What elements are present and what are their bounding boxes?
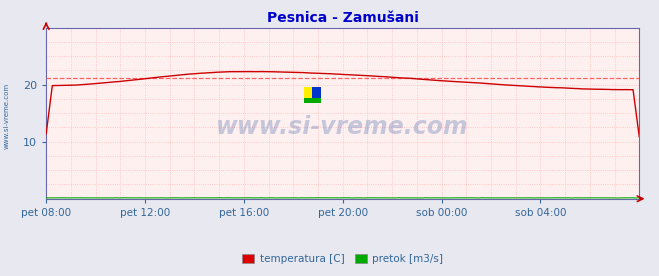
FancyBboxPatch shape (304, 87, 321, 103)
Legend: temperatura [C], pretok [m3/s]: temperatura [C], pretok [m3/s] (238, 250, 447, 268)
Title: Pesnica - Zamušani: Pesnica - Zamušani (267, 11, 418, 25)
FancyBboxPatch shape (304, 98, 321, 103)
Text: www.si-vreme.com: www.si-vreme.com (216, 115, 469, 139)
FancyBboxPatch shape (312, 87, 321, 103)
Text: www.si-vreme.com: www.si-vreme.com (3, 83, 10, 149)
